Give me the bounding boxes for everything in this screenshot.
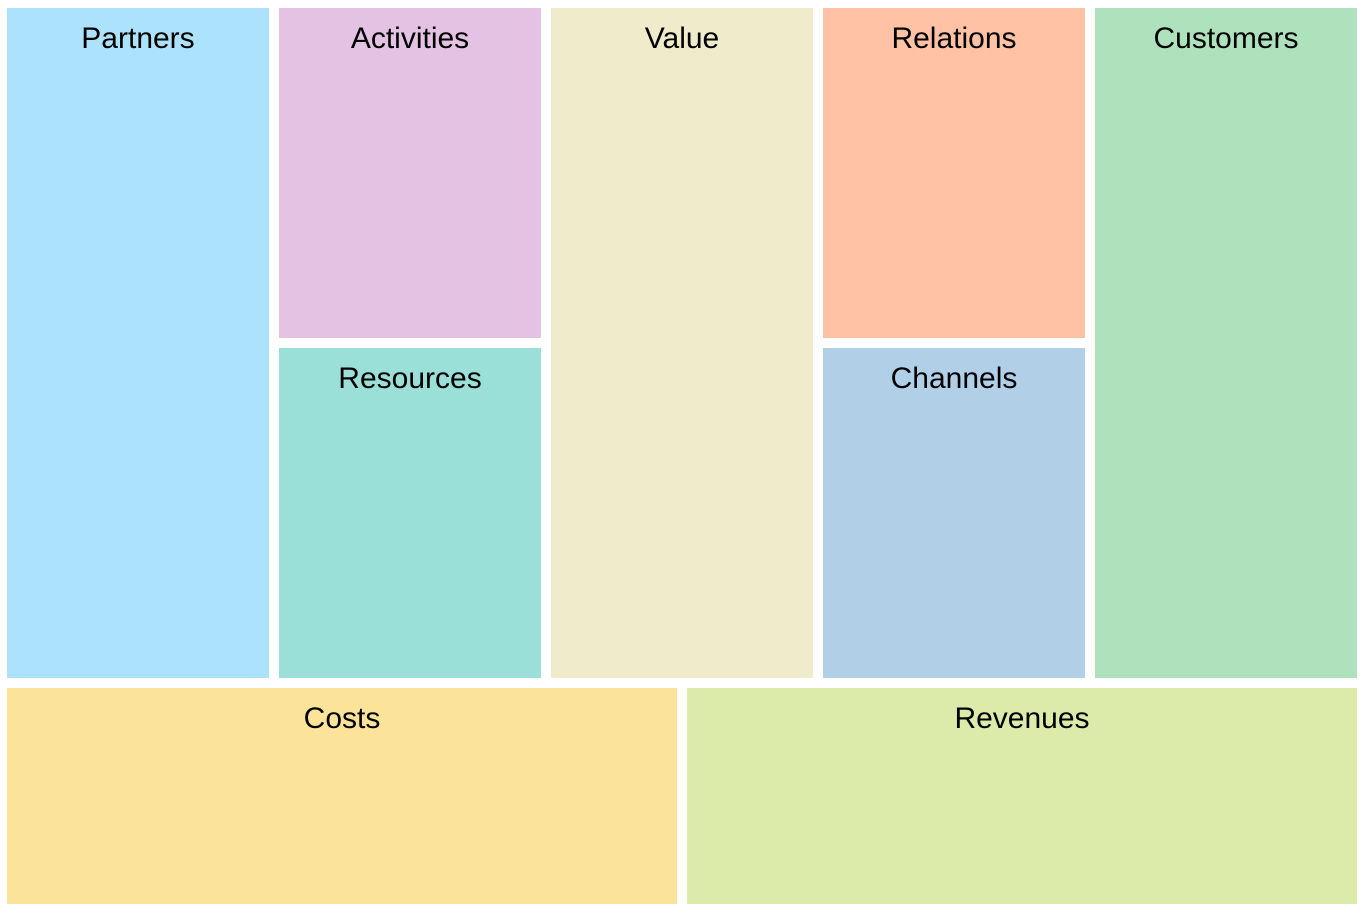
revenues-title: Revenues — [954, 702, 1090, 735]
resources-block: Resources — [279, 348, 541, 678]
revenues-block: Revenues — [687, 688, 1357, 904]
activities-block: Activities — [279, 8, 541, 338]
relations-block: Relations — [823, 8, 1085, 338]
customers-block: Customers — [1095, 8, 1357, 678]
partners-block: Partners — [7, 8, 269, 678]
costs-title: Costs — [303, 702, 381, 735]
customers-title: Customers — [1153, 22, 1299, 55]
value-block: Value — [551, 8, 813, 678]
channels-block: Channels — [823, 348, 1085, 678]
partners-title: Partners — [81, 22, 195, 55]
channels-title: Channels — [890, 362, 1018, 395]
relations-title: Relations — [891, 22, 1017, 55]
resources-title: Resources — [338, 362, 482, 395]
costs-block: Costs — [7, 688, 677, 904]
value-title: Value — [644, 22, 720, 55]
activities-title: Activities — [350, 22, 470, 55]
